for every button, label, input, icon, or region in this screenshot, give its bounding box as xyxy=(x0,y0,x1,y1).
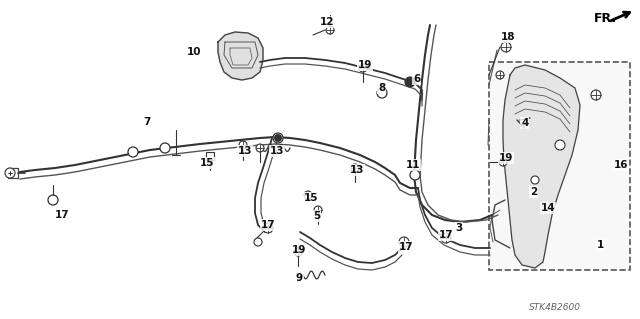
Circle shape xyxy=(441,233,451,243)
Text: 13: 13 xyxy=(350,165,365,175)
Text: 18: 18 xyxy=(501,32,515,42)
Circle shape xyxy=(405,77,415,87)
Circle shape xyxy=(499,158,507,166)
Text: 15: 15 xyxy=(200,158,214,168)
Circle shape xyxy=(256,144,264,152)
Circle shape xyxy=(377,88,387,98)
Circle shape xyxy=(254,238,262,246)
Text: 17: 17 xyxy=(261,220,276,230)
Text: FR.: FR. xyxy=(594,12,617,25)
Circle shape xyxy=(48,195,58,205)
Bar xyxy=(489,62,630,270)
Circle shape xyxy=(273,133,283,143)
Text: 4: 4 xyxy=(521,118,529,128)
Text: 19: 19 xyxy=(499,153,513,163)
Text: 17: 17 xyxy=(399,242,413,252)
Circle shape xyxy=(351,164,359,172)
Text: 1: 1 xyxy=(597,240,604,250)
Text: 13: 13 xyxy=(270,146,285,156)
Text: 2: 2 xyxy=(530,187,537,197)
Text: 3: 3 xyxy=(455,223,462,233)
Text: 16: 16 xyxy=(614,160,628,170)
Text: 6: 6 xyxy=(413,74,420,84)
Text: 10: 10 xyxy=(187,47,202,57)
Circle shape xyxy=(399,237,409,247)
Circle shape xyxy=(304,191,312,199)
Text: 8: 8 xyxy=(378,83,385,93)
Circle shape xyxy=(359,64,367,72)
Text: 5: 5 xyxy=(313,211,320,221)
Circle shape xyxy=(555,140,565,150)
Circle shape xyxy=(160,143,170,153)
Circle shape xyxy=(5,168,15,178)
Text: 12: 12 xyxy=(320,17,335,27)
Text: 17: 17 xyxy=(55,210,70,220)
Polygon shape xyxy=(503,65,580,268)
Circle shape xyxy=(496,71,504,79)
Circle shape xyxy=(314,206,322,214)
Circle shape xyxy=(128,147,138,157)
Circle shape xyxy=(531,176,539,184)
Text: 15: 15 xyxy=(304,193,319,203)
Circle shape xyxy=(239,141,247,149)
Circle shape xyxy=(501,42,511,52)
Text: STK4B2600: STK4B2600 xyxy=(529,303,581,313)
Circle shape xyxy=(263,223,273,233)
Circle shape xyxy=(326,26,334,34)
Text: 19: 19 xyxy=(292,245,307,255)
Circle shape xyxy=(274,134,282,142)
Text: 9: 9 xyxy=(296,273,303,283)
Text: 17: 17 xyxy=(439,230,454,240)
Text: 11: 11 xyxy=(406,160,420,170)
Text: 14: 14 xyxy=(541,203,556,213)
Text: 19: 19 xyxy=(358,60,372,70)
Text: 13: 13 xyxy=(238,146,253,156)
Circle shape xyxy=(294,248,302,256)
Polygon shape xyxy=(218,32,263,80)
Circle shape xyxy=(410,170,420,180)
Bar xyxy=(206,152,214,160)
Text: 7: 7 xyxy=(143,117,150,127)
Circle shape xyxy=(591,90,601,100)
